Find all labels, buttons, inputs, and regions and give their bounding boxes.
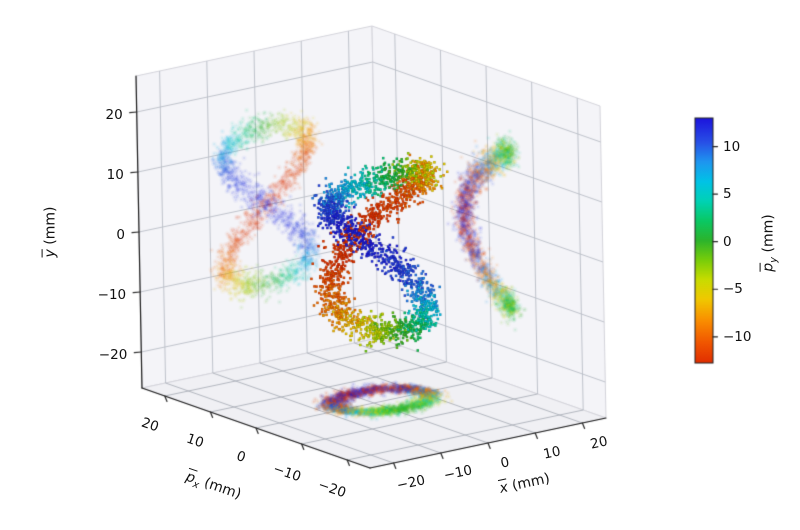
y-axis-label: y (mm): [43, 207, 62, 258]
colorbar-symbol: p: [760, 262, 777, 272]
colorbar-tick-label: −5: [723, 281, 743, 298]
colorbar-label: py (mm): [761, 214, 780, 271]
y-axis-tick-label: −10: [97, 287, 127, 303]
y-axis-tick-label: −20: [98, 347, 128, 363]
colorbar-subscript: y: [768, 256, 780, 263]
colorbar-tick-label: −10: [723, 328, 752, 345]
y-axis-tick-label: 20: [105, 107, 123, 123]
y-axis-unit: (mm): [42, 206, 59, 250]
y-axis-tick-label: 10: [106, 167, 124, 183]
y-axis-tick-label: 0: [116, 227, 125, 243]
colorbar-tick-label: 10: [723, 138, 741, 155]
colorbar-tick-label: 0: [723, 233, 732, 250]
colorbar-tick-label: 5: [723, 186, 732, 203]
y-axis-symbol: y: [42, 249, 59, 258]
colorbar-unit: (mm): [760, 214, 777, 257]
